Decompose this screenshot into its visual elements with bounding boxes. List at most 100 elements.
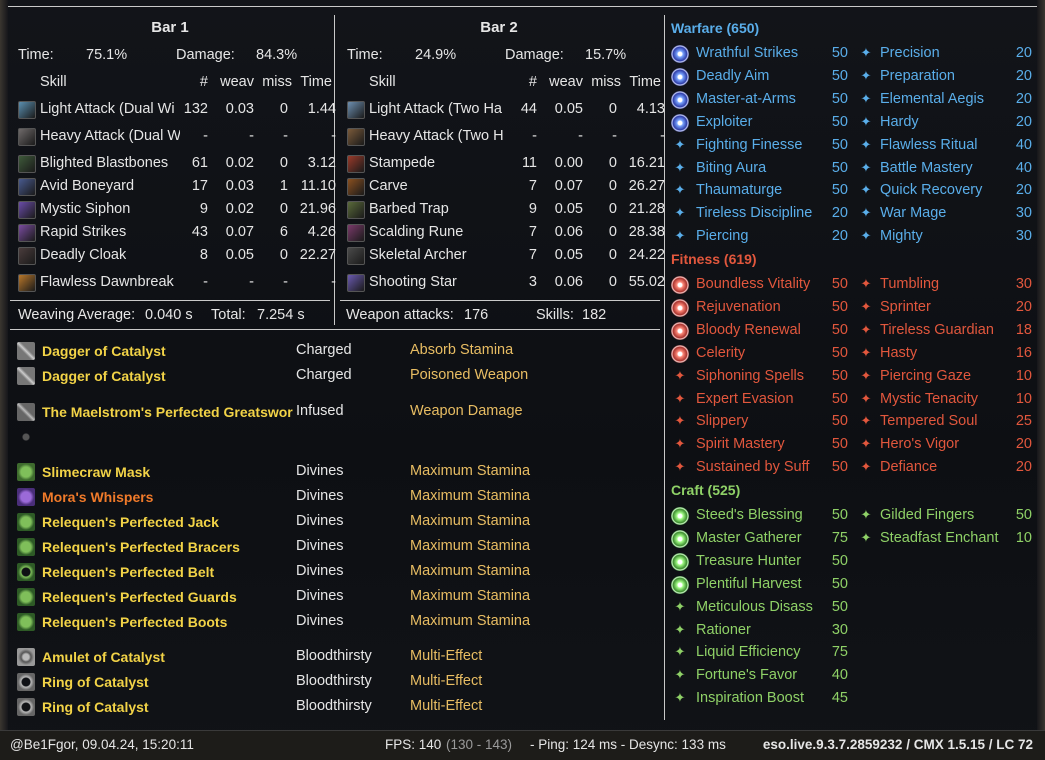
craft-star-name: Plentiful Harvest: [696, 575, 802, 592]
bar1-time-label: Time:: [18, 47, 54, 63]
bar2-col-weav: weav: [549, 74, 583, 90]
bar1-col-miss: miss: [262, 74, 292, 90]
bar2-col-time: Time: [629, 74, 661, 90]
bar1-skill-weav: 0.02: [225, 155, 254, 171]
bar2-skill-weav: 0.05: [554, 247, 583, 263]
bar1-skill-weav: 0.03: [225, 101, 254, 117]
bar2-skill-weav: 0.06: [554, 224, 583, 240]
gear-enchant: Multi-Effect: [410, 648, 483, 664]
bar1-col-count: #: [199, 74, 208, 90]
fitness-star-value: 50: [831, 276, 848, 292]
fitness-slotted-star-icon: [671, 344, 689, 363]
bar2-col-miss: miss: [591, 74, 621, 90]
gear-name: Amulet of Catalyst: [42, 649, 165, 665]
bar2-damage-value: 15.7%: [585, 47, 627, 63]
fitness-star-name: Tireless Guardian: [880, 321, 994, 338]
bar2-time-label: Time:: [347, 47, 383, 63]
bar1-skill-miss: 0: [279, 247, 288, 263]
warfare-star-value: 50: [831, 90, 848, 107]
status-footer: @Be1Fgor, 09.04.24, 15:20:11 FPS: 140 (1…: [0, 730, 1045, 760]
bar1-col-time: Time: [300, 74, 332, 90]
gear-enchant: Maximum Stamina: [410, 513, 531, 529]
empty-slot-icon: [17, 428, 35, 446]
fitness-passive-star-icon: ✦: [674, 436, 686, 452]
bar2-skill-name: Carve: [369, 178, 408, 194]
bar1-skill-weav: -: [249, 128, 254, 144]
gear-name: Relequen's Perfected Guards: [42, 589, 237, 605]
bar1-weaving-value: 0.040 s: [145, 307, 193, 323]
ring-icon: [17, 673, 35, 691]
bar1-skill-name: Mystic Siphon: [40, 201, 131, 217]
craft-passive-star-icon: ✦: [860, 507, 872, 522]
chest-icon: [17, 513, 35, 531]
fitness-star-value: 20: [1015, 436, 1032, 453]
bar2-summary-line: [340, 300, 660, 301]
bar1-skill-name: Flawless Dawnbreak: [40, 274, 174, 290]
warfare-passive-star-icon: ✦: [674, 136, 686, 152]
rune-icon: [347, 224, 365, 242]
craft-passive-star-icon: ✦: [674, 598, 686, 614]
bar1-total-value: 7.254 s: [257, 307, 305, 323]
fitness-star-name: Spirit Mastery: [696, 436, 785, 453]
warfare-star-name: Piercing: [696, 228, 749, 245]
two-hand-heavy-icon: [347, 128, 365, 146]
gear-trait: Divines: [296, 613, 344, 629]
fitness-star-value: 10: [1015, 367, 1032, 384]
fitness-star-value: 50: [831, 390, 848, 407]
bar2-skills-label: Skills:: [536, 307, 574, 323]
fitness-star-value: 20: [1015, 298, 1032, 315]
fitness-slotted-star-icon: [671, 276, 689, 294]
warfare-star-name: Flawless Ritual: [880, 136, 978, 153]
warfare-passive-star-icon: ✦: [860, 205, 872, 221]
fitness-passive-star-icon: ✦: [674, 367, 686, 383]
gear-name: Relequen's Perfected Bracers: [42, 539, 240, 555]
fitness-star-name: Sustained by Suff: [696, 459, 810, 476]
bar1-col-skill: Skill: [40, 74, 67, 90]
fitness-star-value: 50: [831, 344, 848, 361]
bar1-title: Bar 1: [151, 19, 189, 36]
belt-icon: [17, 563, 35, 581]
craft-slotted-star-icon: [671, 507, 689, 525]
bar2-skill-name: Scalding Rune: [369, 224, 464, 240]
bar1-skill-weav: -: [249, 274, 254, 290]
warfare-star-name: Mighty: [880, 228, 923, 245]
footer-fps: FPS: 140: [385, 737, 442, 752]
bar2-skill-count: 7: [528, 178, 537, 194]
warfare-passive-star-icon: ✦: [860, 182, 872, 198]
fitness-star-value: 30: [1015, 276, 1032, 292]
fitness-passive-star-icon: ✦: [860, 436, 872, 452]
warfare-star-name: Quick Recovery: [880, 182, 983, 199]
fitness-star-value: 50: [831, 459, 848, 476]
gear-trait: Divines: [296, 488, 344, 504]
bar1-skill-name: Heavy Attack (Dual W: [40, 128, 180, 144]
warfare-passive-star-icon: ✦: [674, 159, 686, 175]
warfare-star-value: 50: [831, 113, 848, 130]
bar2-col-skill: Skill: [369, 74, 396, 90]
craft-star-value: 50: [831, 598, 848, 615]
footer-user: @Be1Fgor, 09.04.24, 15:20:11: [10, 737, 194, 752]
warfare-star-value: 20: [1015, 182, 1032, 199]
warfare-slotted-star-icon: [671, 113, 689, 132]
gear-enchant: Weapon Damage: [410, 403, 523, 419]
bar1-skill-miss: -: [283, 128, 288, 144]
warfare-star-name: War Mage: [880, 205, 947, 222]
bar2-skill-miss: 0: [608, 247, 617, 263]
warfare-star-name: Fighting Finesse: [696, 136, 803, 153]
warfare-slotted-star-icon: [671, 90, 689, 109]
bar2-skill-name: Shooting Star: [369, 274, 457, 290]
bar2-skill-time: 4.13: [636, 101, 665, 117]
fitness-star-value: 50: [831, 436, 848, 453]
warfare-passive-star-icon: ✦: [674, 228, 686, 244]
bar1-skill-time: -: [331, 128, 336, 144]
warfare-star-value: 30: [1015, 205, 1032, 222]
dual-wield-light-icon: [18, 101, 36, 119]
bar2-time-value: 24.9%: [415, 47, 457, 63]
fitness-star-name: Slippery: [696, 413, 749, 430]
warfare-passive-star-icon: ✦: [860, 159, 872, 175]
bar2-skill-time: 55.02: [628, 274, 665, 290]
bar2-skill-time: 24.22: [628, 247, 665, 263]
bar1-skill-count: 132: [183, 101, 208, 117]
dagger-icon: [17, 367, 35, 385]
fitness-star-value: 20: [1015, 459, 1032, 476]
